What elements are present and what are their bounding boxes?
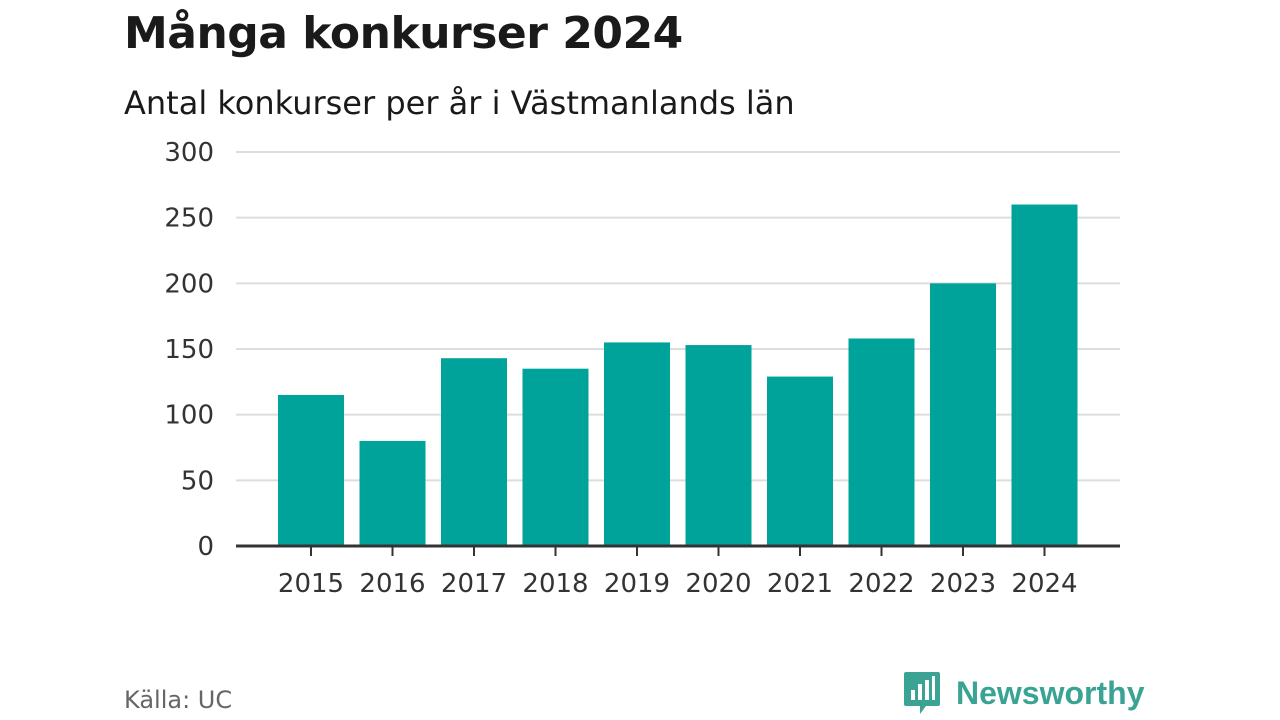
x-tick-label: 2016 xyxy=(359,569,425,599)
y-tick-label: 200 xyxy=(164,269,214,299)
x-tick-label: 2018 xyxy=(522,569,588,599)
bar xyxy=(359,440,426,546)
chart-title: Många konkurser 2024 xyxy=(124,8,683,59)
newsworthy-logo-icon xyxy=(904,672,940,714)
y-tick-label: 250 xyxy=(164,204,214,234)
newsworthy-logo: Newsworthy xyxy=(902,670,1144,716)
bar xyxy=(441,358,507,546)
x-tick-label: 2019 xyxy=(604,569,670,599)
bar xyxy=(278,394,344,546)
x-tick-label: 2015 xyxy=(278,569,344,599)
x-tick-label: 2017 xyxy=(441,569,507,599)
y-tick-label: 150 xyxy=(164,335,214,365)
brand-name: Newsworthy xyxy=(956,674,1145,711)
chart-subtitle: Antal konkurser per år i Västmanlands lä… xyxy=(124,84,795,122)
bar xyxy=(930,283,996,546)
bar xyxy=(848,338,915,546)
x-tick-label: 2023 xyxy=(930,569,996,599)
y-tick-label: 100 xyxy=(164,401,214,431)
source-note: Källa: UC xyxy=(124,686,233,714)
x-tick-label: 2022 xyxy=(848,569,914,599)
bar xyxy=(1011,204,1078,547)
y-tick-label: 0 xyxy=(197,532,214,562)
bar xyxy=(767,376,833,546)
y-tick-label: 50 xyxy=(181,466,214,496)
bar xyxy=(522,368,589,546)
bar xyxy=(685,345,752,546)
y-tick-label: 300 xyxy=(164,138,214,168)
bar xyxy=(604,342,670,546)
x-tick-label: 2024 xyxy=(1011,569,1077,599)
x-tick-label: 2020 xyxy=(685,569,751,599)
x-tick-label: 2021 xyxy=(767,569,833,599)
